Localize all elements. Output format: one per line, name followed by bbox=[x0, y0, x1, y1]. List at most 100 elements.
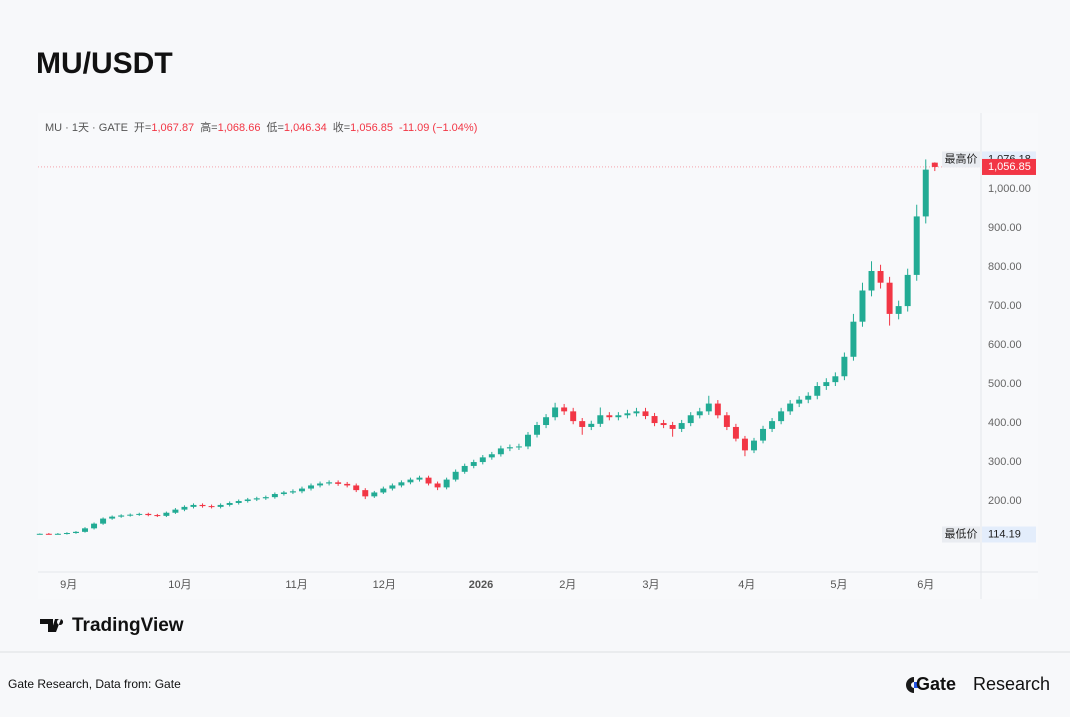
y-tick-label: 400.00 bbox=[988, 417, 1022, 429]
x-tick-label: 4月 bbox=[738, 579, 755, 591]
gate-wordmark: Gate bbox=[916, 674, 956, 694]
candle-body bbox=[814, 386, 821, 396]
candle-body bbox=[904, 274, 911, 307]
y-tick-label: 800.00 bbox=[988, 261, 1022, 273]
candle-body bbox=[416, 477, 423, 480]
candle-body bbox=[488, 454, 495, 458]
header-symbol: MU · 1天 · GATE bbox=[45, 122, 128, 134]
candle-body bbox=[145, 513, 152, 516]
candle-body bbox=[380, 488, 387, 493]
candle-body bbox=[606, 415, 613, 418]
x-tick-label: 12月 bbox=[373, 579, 396, 591]
candle-body bbox=[226, 502, 233, 505]
candle-body bbox=[72, 531, 79, 534]
candle-body bbox=[36, 533, 43, 535]
candle-body bbox=[841, 356, 848, 377]
header-key: 开= bbox=[134, 122, 151, 134]
candle-body bbox=[732, 426, 739, 439]
candle-body bbox=[624, 413, 631, 416]
candle-body bbox=[235, 501, 242, 503]
header-value: 1,068.66 bbox=[218, 122, 261, 134]
candle-body bbox=[760, 428, 767, 441]
candle-body bbox=[298, 488, 305, 492]
candle-body bbox=[705, 403, 712, 412]
candle-body bbox=[452, 471, 459, 480]
candle-body bbox=[832, 376, 839, 383]
candle-body bbox=[407, 479, 414, 483]
candle-body bbox=[470, 462, 477, 466]
marker-label: 最低价 bbox=[945, 527, 978, 540]
candle-body bbox=[597, 415, 604, 424]
candle-body bbox=[434, 483, 441, 488]
candle-body bbox=[154, 515, 161, 517]
tv-wordmark: TradingView bbox=[72, 615, 184, 636]
candle-body bbox=[91, 523, 98, 529]
candle-body bbox=[931, 162, 938, 167]
price-badge bbox=[982, 158, 1036, 175]
candle-body bbox=[497, 448, 504, 455]
candle-body bbox=[479, 457, 486, 463]
candle-body bbox=[181, 506, 188, 510]
candle-body bbox=[886, 282, 893, 314]
marker-label-box bbox=[942, 526, 980, 543]
candle-body bbox=[82, 528, 88, 532]
price-badge-label: 114.19 bbox=[988, 528, 1021, 540]
chart-title: MU/USDT bbox=[36, 47, 173, 80]
gate-icon bbox=[906, 677, 914, 693]
x-tick-label: 10月 bbox=[168, 579, 191, 591]
candle-body bbox=[751, 440, 757, 451]
candle-body bbox=[353, 485, 360, 491]
candle-body bbox=[163, 512, 170, 516]
candle-body bbox=[877, 271, 884, 283]
candle-body bbox=[443, 479, 450, 488]
candle-body bbox=[633, 411, 640, 414]
candle-body bbox=[109, 516, 116, 519]
gate-wordmark-suffix: Research bbox=[973, 674, 1050, 694]
candle-body bbox=[741, 438, 748, 451]
candle-body bbox=[54, 533, 61, 535]
tv-icon bbox=[40, 619, 64, 632]
x-tick-label: 2月 bbox=[559, 579, 576, 591]
candle-body bbox=[525, 434, 531, 447]
candle-body bbox=[136, 513, 143, 515]
candle-body bbox=[543, 417, 550, 426]
candle-body bbox=[506, 447, 513, 449]
candle-body bbox=[199, 504, 206, 507]
candle-body bbox=[660, 423, 667, 426]
candle-body bbox=[63, 533, 70, 535]
y-tick-label: 1,000.00 bbox=[988, 183, 1031, 195]
gate-logo: Gate Research bbox=[906, 674, 1050, 694]
candle-body bbox=[172, 509, 179, 513]
x-tick-label: 2026 bbox=[469, 579, 493, 591]
candle-body bbox=[805, 395, 812, 400]
candle-body bbox=[561, 407, 568, 412]
candle-body bbox=[651, 416, 658, 424]
candle-body bbox=[127, 514, 134, 516]
candle-body bbox=[534, 425, 541, 435]
candle-body bbox=[570, 411, 577, 422]
candle-body bbox=[326, 482, 333, 484]
x-tick-label: 9月 bbox=[60, 579, 77, 591]
candle-body bbox=[389, 485, 396, 489]
candle-body bbox=[190, 504, 197, 507]
y-tick-label: 500.00 bbox=[988, 378, 1022, 390]
candle-body bbox=[552, 407, 559, 418]
candle-body bbox=[687, 415, 694, 424]
x-tick-label: 3月 bbox=[642, 579, 659, 591]
x-tick-label: 6月 bbox=[917, 579, 934, 591]
candle-body bbox=[669, 425, 676, 429]
y-tick-label: 900.00 bbox=[988, 222, 1022, 234]
header-key: 高= bbox=[200, 120, 217, 134]
header-key: 收= bbox=[333, 120, 350, 134]
chart-pane bbox=[38, 113, 1038, 599]
candle-body bbox=[335, 482, 342, 484]
price-badge bbox=[982, 526, 1036, 543]
candle-body bbox=[678, 423, 685, 429]
ohlc-header: MU · 1天 · GATE 开=1,067.87 高=1,068.66 低=1,04… bbox=[45, 120, 477, 134]
candle-body bbox=[579, 421, 586, 427]
candle-body bbox=[271, 494, 278, 498]
header-change: -11.09 (−1.04%) bbox=[399, 122, 477, 134]
y-tick-label: 600.00 bbox=[988, 339, 1022, 351]
candle-body bbox=[262, 497, 269, 499]
candle-body bbox=[859, 290, 866, 322]
